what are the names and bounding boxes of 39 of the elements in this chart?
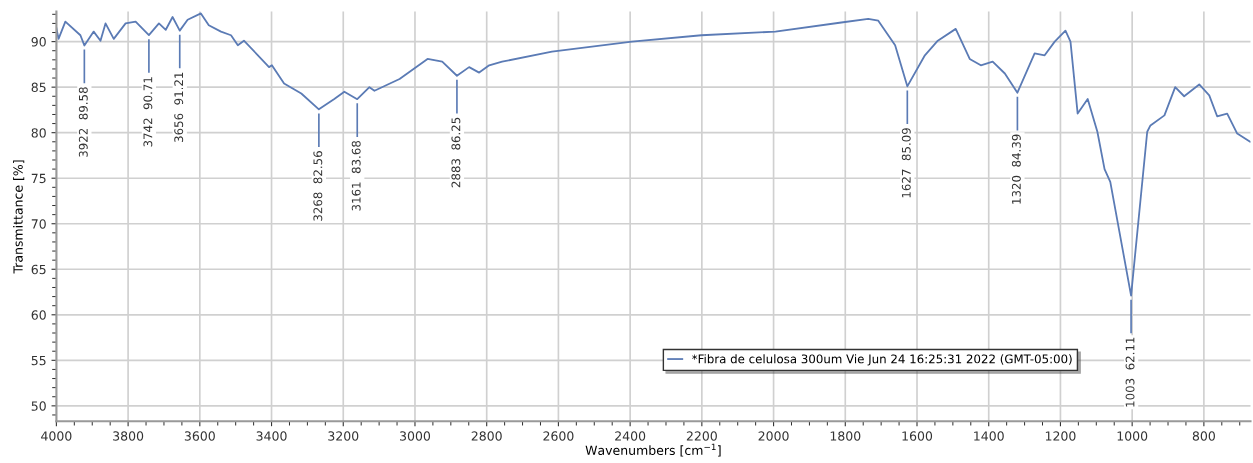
annotation: 3161 83.68 — [351, 140, 361, 211]
y-tick-label: 50 — [31, 401, 46, 411]
x-tick-label: 1200 — [1045, 431, 1076, 441]
x-tick-label: 2600 — [543, 431, 574, 441]
y-tick-label: 85 — [31, 82, 46, 93]
annotation: 3656 91.21 — [174, 72, 184, 143]
y-tick-label: 65 — [31, 264, 46, 275]
x-tick-label: 2000 — [758, 431, 789, 441]
annotation: 1627 85.09 — [901, 128, 911, 198]
y-tick-label: 55 — [31, 355, 46, 366]
y-tick-label: 80 — [31, 128, 46, 138]
x-tick-label: 2800 — [471, 431, 502, 441]
x-tick-label: 2200 — [686, 431, 717, 441]
annotation: 3922 89.58 — [78, 87, 88, 157]
x-tick-label: 2400 — [615, 431, 646, 441]
y-axis-title: Transmittance [%] — [13, 160, 25, 274]
x-tick-label: 3000 — [400, 431, 431, 441]
y-tick-label: 60 — [31, 310, 46, 320]
x-tick-label: 1800 — [830, 431, 861, 441]
y-tick-label: 70 — [31, 219, 46, 229]
x-tick-label: 4000 — [41, 431, 72, 441]
x-tick-label: 800 — [1192, 431, 1215, 441]
x-tick-label: 3600 — [184, 431, 215, 441]
annotation: 1003 62.11 — [1125, 337, 1135, 407]
y-tick-label: 90 — [31, 37, 46, 47]
y-tick-label: 75 — [31, 173, 46, 184]
x-tick-label: 3400 — [256, 431, 287, 441]
line-series — [56, 12, 1251, 297]
x-tick-label: 1000 — [1117, 431, 1148, 441]
x-tick-label: 3200 — [328, 431, 359, 441]
legend-label: *Fibra de celulosa 300um Vie Jun 24 16:25:31 2022 (GMT-05:00) — [692, 354, 1072, 366]
annotation: 2883 86.25 — [451, 117, 461, 188]
annotation: 3268 82.56 — [313, 151, 323, 221]
x-axis-title: Wavenumbers [cm$^{−1}$] — [585, 443, 721, 457]
x-tick-label: 1600 — [902, 431, 933, 441]
annotation: 1320 84.39 — [1011, 134, 1021, 204]
x-tick-label: 1400 — [974, 431, 1004, 441]
x-tick-label: 3800 — [113, 431, 144, 441]
annotation: 3742 90.71 — [143, 77, 153, 147]
